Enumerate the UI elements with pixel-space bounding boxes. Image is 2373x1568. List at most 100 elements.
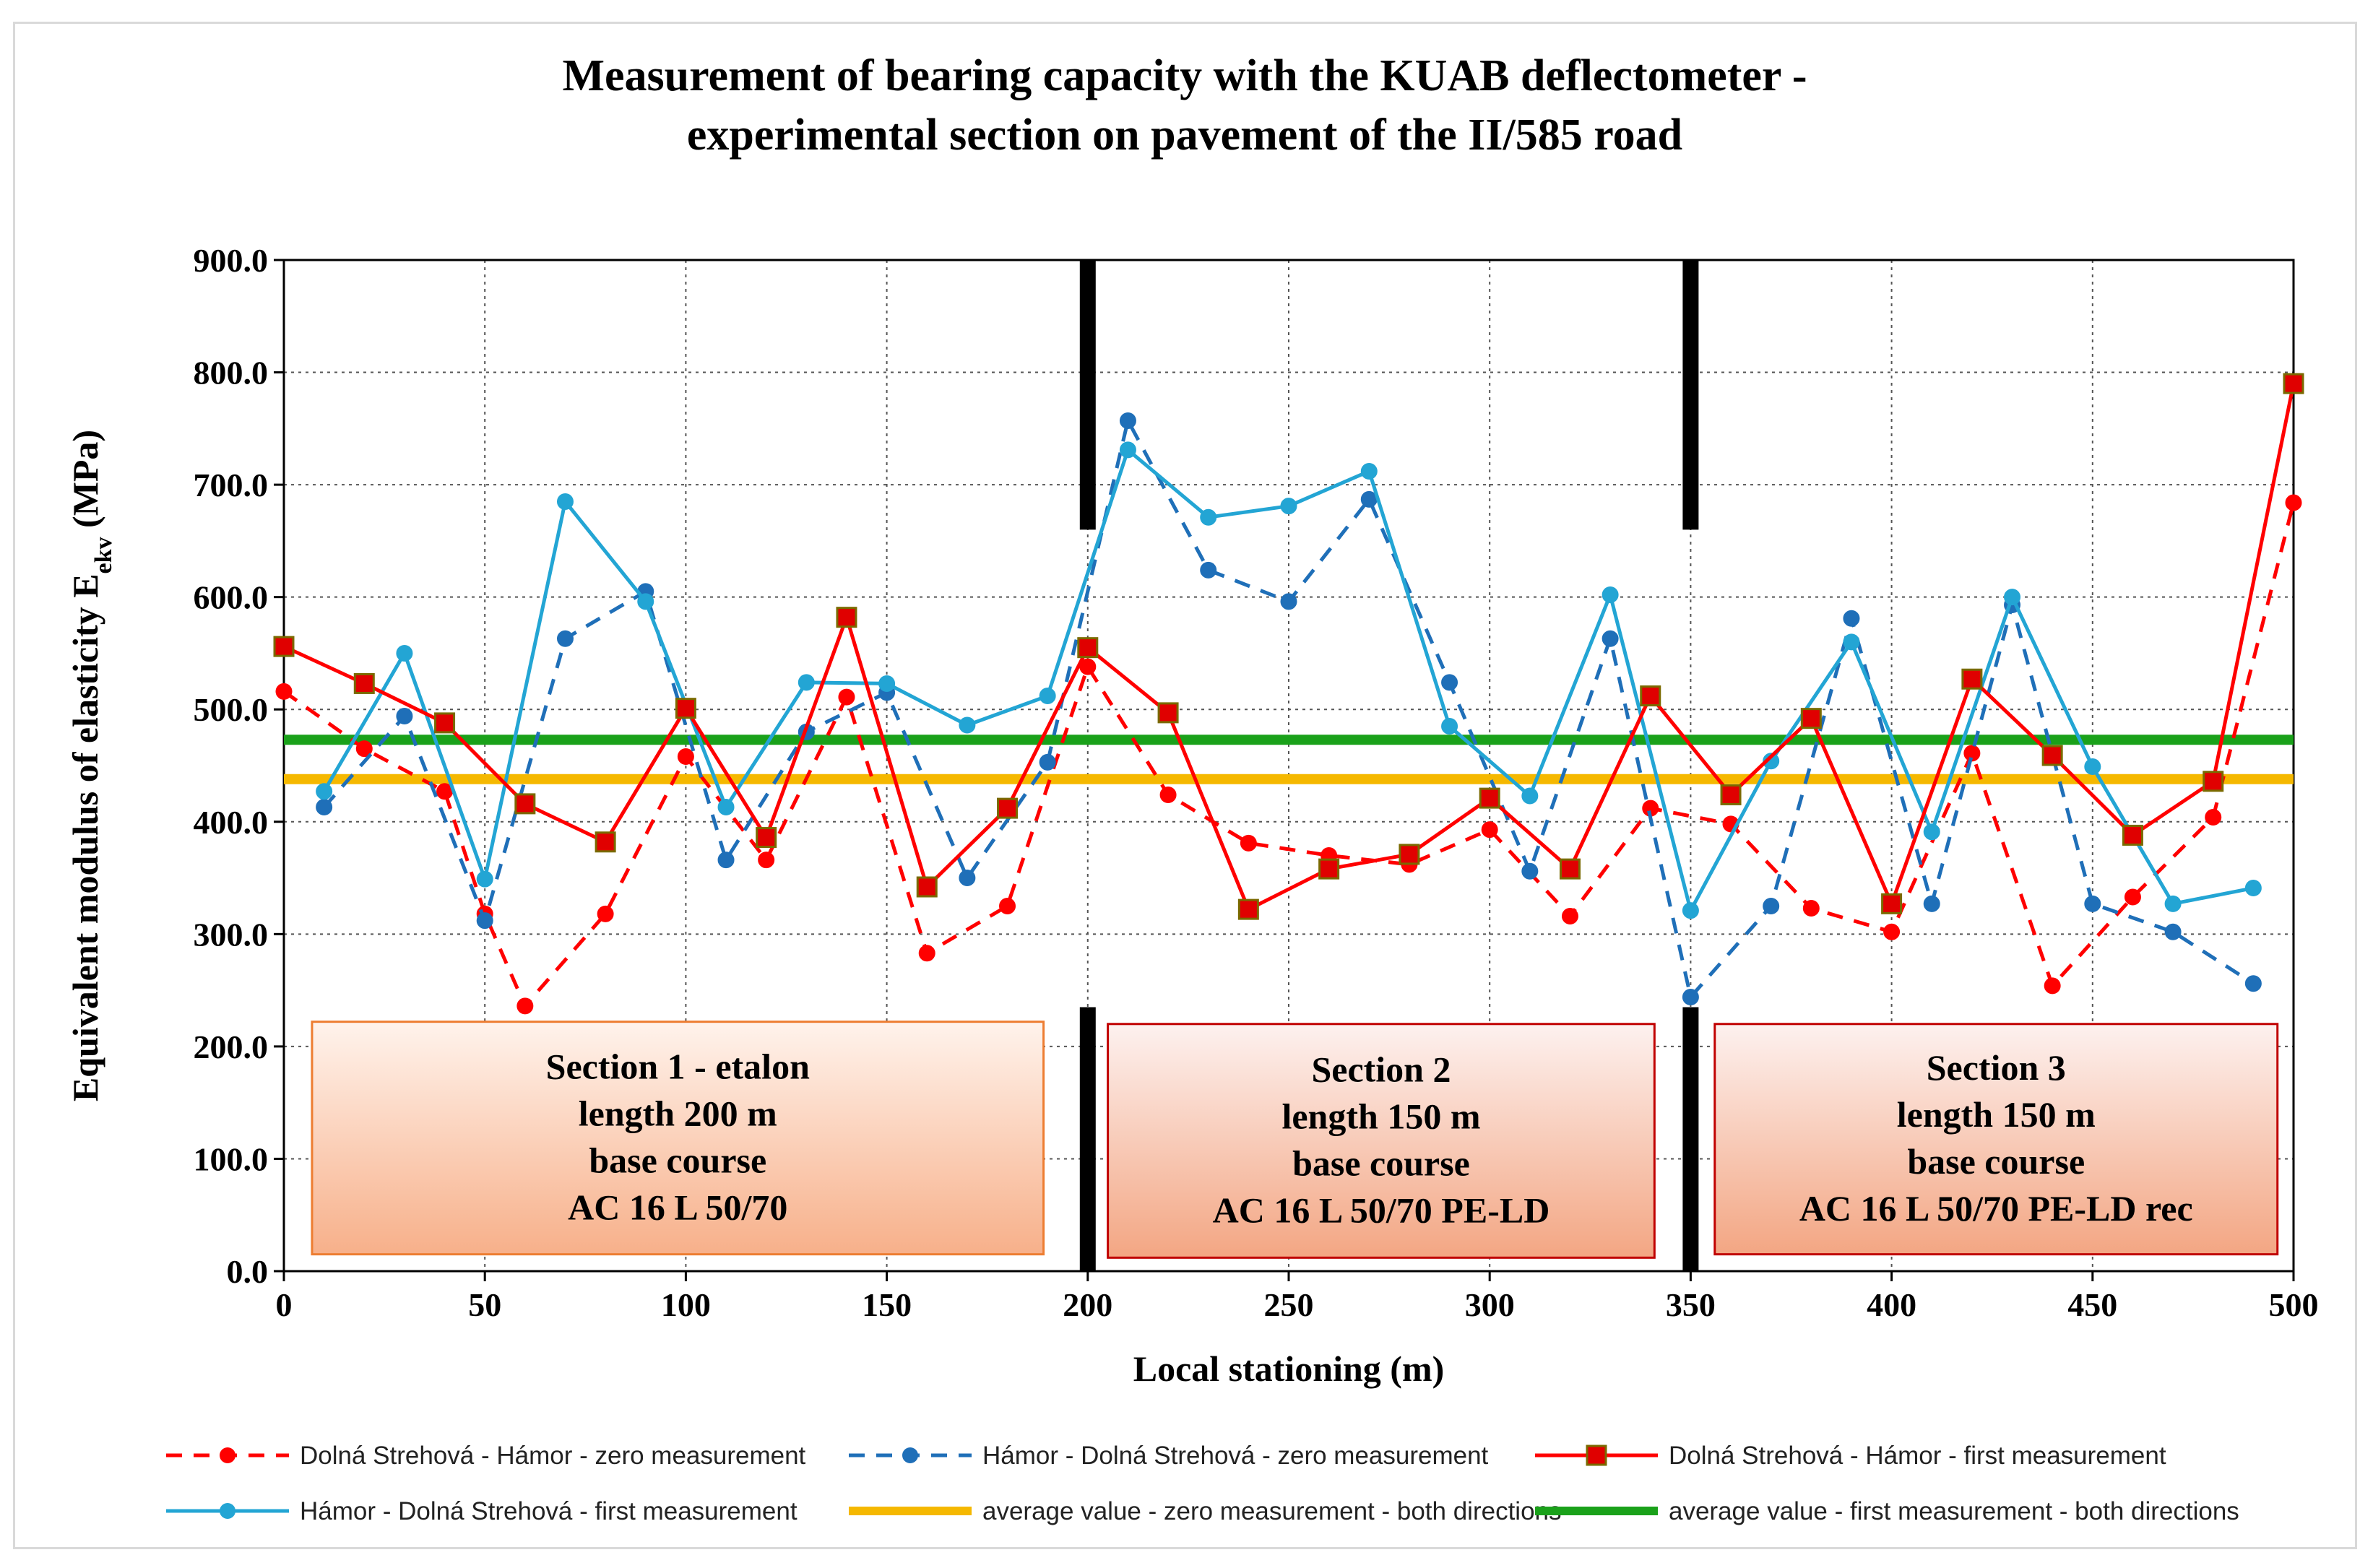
data-point xyxy=(1240,834,1257,852)
data-point xyxy=(2244,880,2262,897)
data-point xyxy=(1159,786,1177,803)
data-point xyxy=(556,493,574,510)
section-box-text: base course xyxy=(589,1140,766,1181)
data-point xyxy=(396,708,413,725)
data-point xyxy=(1280,498,1297,515)
data-point xyxy=(353,672,375,694)
data-point xyxy=(316,783,333,800)
data-point xyxy=(2004,589,2021,606)
y-tick-label: 400.0 xyxy=(194,804,269,841)
data-point xyxy=(2041,745,2063,766)
section-box-text: AC 16 L 50/70 PE-LD rec xyxy=(1799,1188,2193,1229)
data-point xyxy=(756,827,777,849)
data-point xyxy=(959,716,976,734)
data-point xyxy=(838,688,855,706)
section-box-text: AC 16 L 50/70 PE-LD xyxy=(1213,1190,1550,1231)
data-point xyxy=(1961,668,1983,690)
data-point xyxy=(1559,858,1581,880)
y-axis-title-sub: ekv xyxy=(90,537,117,573)
data-point xyxy=(1318,858,1340,880)
section-box-text: Section 3 xyxy=(1927,1047,2066,1088)
section-box-text: length 150 m xyxy=(1897,1094,2096,1135)
data-point xyxy=(677,748,694,766)
legend-swatch-marker xyxy=(220,1447,235,1463)
data-point xyxy=(1119,441,1136,459)
legend-swatch-marker xyxy=(1586,1444,1607,1466)
legend-label: Dolná Strehová - Hámor - zero measuremen… xyxy=(300,1442,806,1470)
data-point xyxy=(1763,753,1780,770)
x-tick-label: 50 xyxy=(468,1286,501,1323)
data-point xyxy=(1843,610,1860,627)
legend-swatch-marker xyxy=(220,1503,235,1519)
legend-label: Hámor - Dolná Strehová - zero measuremen… xyxy=(982,1442,1489,1470)
section-box xyxy=(311,1021,1045,1256)
x-tick-label: 100 xyxy=(661,1286,711,1323)
data-point xyxy=(1881,893,1903,914)
data-point xyxy=(597,905,614,922)
section-box-text: length 150 m xyxy=(1281,1096,1480,1137)
data-point xyxy=(1157,702,1179,724)
data-point xyxy=(997,797,1019,819)
data-point xyxy=(316,799,333,816)
data-point xyxy=(836,607,857,628)
section-box-text: Section 2 xyxy=(1311,1049,1451,1090)
section-box-text: length 200 m xyxy=(579,1093,777,1134)
data-point xyxy=(2124,888,2141,906)
data-point xyxy=(1077,637,1099,659)
x-tick-label: 500 xyxy=(2269,1286,2319,1323)
data-point xyxy=(1039,688,1056,705)
y-tick-label: 900.0 xyxy=(194,242,269,279)
y-tick-label: 700.0 xyxy=(194,467,269,503)
data-point xyxy=(717,799,735,816)
data-point xyxy=(273,636,295,657)
section-box xyxy=(1107,1023,1656,1259)
data-point xyxy=(675,698,696,719)
data-point xyxy=(1923,895,1940,912)
y-axis-title-unit: (MPa) xyxy=(65,430,105,537)
data-point xyxy=(1602,586,1619,604)
y-tick-label: 800.0 xyxy=(194,355,269,391)
data-point xyxy=(2205,809,2222,826)
data-point xyxy=(717,852,735,869)
data-point xyxy=(1802,900,1820,917)
data-point xyxy=(2122,824,2143,846)
y-tick-label: 300.0 xyxy=(194,916,269,953)
data-point xyxy=(434,712,456,734)
data-point xyxy=(1640,685,1661,707)
data-point xyxy=(2244,975,2262,992)
legend-label: Dolná Strehová - Hámor - first measureme… xyxy=(1669,1442,2166,1470)
section-box-text: base course xyxy=(1907,1141,2085,1182)
data-point xyxy=(1441,718,1458,735)
x-axis-title: Local stationing (m) xyxy=(1133,1348,1445,1389)
y-axis-title-main: Equivalent modulus of elasticity E xyxy=(65,573,105,1101)
section-box xyxy=(1713,1023,2279,1256)
data-point xyxy=(1237,898,1259,920)
series-line xyxy=(282,502,2296,1008)
x-tick-label: 350 xyxy=(1666,1286,1716,1323)
data-point xyxy=(637,593,654,610)
data-point xyxy=(476,912,493,930)
data-point xyxy=(2084,895,2101,912)
data-point xyxy=(556,630,574,647)
data-point xyxy=(1441,674,1458,691)
y-tick-label: 200.0 xyxy=(194,1028,269,1065)
legend-label: average value - zero measurement - both … xyxy=(982,1497,1562,1525)
data-point xyxy=(1883,923,1901,940)
data-point xyxy=(1682,988,1699,1005)
data-point xyxy=(1800,708,1822,729)
data-point xyxy=(275,683,293,700)
data-point xyxy=(1479,787,1500,809)
plot-area-border xyxy=(282,259,2295,1273)
data-point xyxy=(1200,561,1217,579)
chart-title-line: experimental section on pavement of the … xyxy=(687,111,1682,160)
data-point xyxy=(1561,907,1578,924)
data-point xyxy=(355,740,373,758)
data-point xyxy=(516,997,534,1015)
data-point xyxy=(1360,462,1378,480)
data-point xyxy=(798,674,815,691)
x-tick-label: 400 xyxy=(1867,1286,1916,1323)
data-point xyxy=(1763,897,1780,914)
section-box-text: AC 16 L 50/70 xyxy=(568,1187,787,1228)
data-point xyxy=(514,793,536,815)
